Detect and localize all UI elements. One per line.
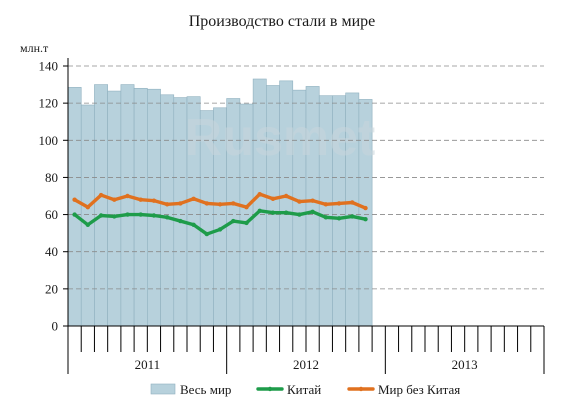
point-s0-6 [151, 213, 157, 218]
year-label-2013: 2013 [452, 357, 478, 372]
point-s0-2 [98, 213, 104, 218]
y-tick-label-120: 120 [39, 96, 59, 111]
point-s1-6 [151, 198, 157, 203]
year-label-2012: 2012 [293, 357, 319, 372]
bar-7 [160, 94, 175, 327]
y-tick-label-40: 40 [45, 244, 58, 259]
point-s0-3 [112, 214, 117, 219]
point-s0-15 [270, 210, 276, 215]
chart-title: Производство стали в мире [189, 13, 376, 30]
y-tick-label-140: 140 [39, 59, 59, 74]
y-tick-label-60: 60 [45, 207, 58, 222]
point-s1-11 [217, 202, 223, 207]
point-s1-10 [204, 201, 210, 206]
bar-5 [133, 87, 148, 327]
y-tick-label-100: 100 [39, 133, 59, 148]
point-s0-20 [336, 216, 342, 221]
point-s0-1 [85, 222, 91, 227]
y-axis-unit-label: млн.т [20, 41, 49, 55]
point-s0-17 [297, 212, 302, 217]
point-s0-19 [323, 215, 329, 220]
point-s1-19 [323, 202, 329, 207]
point-s0-18 [310, 209, 315, 214]
point-s0-16 [283, 210, 289, 215]
point-s0-22 [363, 217, 368, 222]
point-s1-16 [283, 193, 289, 199]
point-s0-12 [231, 218, 236, 224]
point-s0-7 [164, 215, 170, 220]
point-s1-0 [72, 197, 77, 202]
point-s0-0 [72, 212, 77, 217]
bar-2 [94, 84, 108, 327]
point-s1-5 [138, 197, 143, 202]
point-s1-17 [297, 199, 302, 204]
point-s1-4 [125, 193, 130, 199]
legend-label-2: Мир без Китая [378, 382, 460, 397]
plot-area: Rusmet 0 20 40 60 80 100 120 140 2011 2012 2013 [39, 58, 545, 374]
point-s1-2 [98, 192, 104, 198]
point-s1-7 [164, 202, 170, 207]
point-s1-13 [244, 204, 249, 210]
point-s0-13 [244, 220, 249, 226]
legend-label-1: Китай [287, 382, 321, 397]
bar-1 [80, 104, 95, 327]
legend-label-0: Весь мир [180, 382, 231, 397]
point-s0-21 [350, 214, 355, 219]
y-tick-label-80: 80 [45, 170, 58, 185]
watermark-text: Rusmet [185, 109, 376, 167]
bar-3 [107, 90, 122, 327]
point-s1-3 [112, 197, 117, 202]
year-label-2011: 2011 [135, 357, 161, 372]
point-s0-11 [217, 227, 223, 232]
point-s1-8 [178, 201, 183, 206]
point-s0-10 [204, 231, 210, 237]
point-s1-22 [363, 205, 368, 211]
point-s1-15 [270, 196, 276, 201]
point-s0-14 [257, 208, 262, 214]
bar-0 [67, 87, 82, 327]
point-s0-8 [178, 218, 183, 224]
point-s1-20 [336, 201, 342, 206]
point-s1-14 [257, 191, 262, 197]
legend-swatch-0 [150, 383, 176, 395]
point-s1-21 [350, 200, 355, 205]
point-s1-9 [191, 196, 196, 201]
point-s0-9 [191, 222, 196, 227]
y-tick-label-0: 0 [52, 319, 59, 334]
bar-6 [147, 88, 161, 327]
legend-marker-1 [267, 386, 273, 392]
point-s1-12 [231, 201, 236, 206]
point-s1-18 [310, 198, 315, 203]
legend: Весь мир Китай Мир без Китая [150, 382, 460, 397]
point-s0-5 [138, 212, 143, 217]
point-s0-4 [125, 212, 130, 217]
bar-4 [120, 84, 135, 327]
legend-marker-2 [358, 386, 364, 392]
y-tick-label-20: 20 [45, 281, 58, 296]
point-s1-1 [85, 204, 91, 210]
